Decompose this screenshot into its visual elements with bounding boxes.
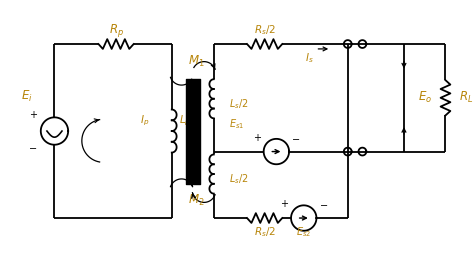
Text: $-$: $-$ (319, 199, 328, 209)
Text: +: + (253, 133, 261, 143)
Text: $I_p$: $I_p$ (140, 114, 149, 129)
Text: $E_{s1}$: $E_{s1}$ (229, 117, 245, 131)
Text: $R_L$: $R_L$ (459, 90, 474, 105)
Text: $-$: $-$ (28, 142, 37, 152)
Text: $M_2$: $M_2$ (188, 193, 204, 208)
Text: +: + (29, 111, 37, 120)
Text: $M_1$: $M_1$ (188, 54, 204, 69)
Text: $L_s/2$: $L_s/2$ (229, 172, 249, 186)
Text: $L_s/2$: $L_s/2$ (229, 97, 249, 111)
Text: $R_s/2$: $R_s/2$ (254, 23, 275, 37)
Text: $-$: $-$ (292, 133, 301, 143)
Text: $E_o$: $E_o$ (418, 90, 432, 105)
Text: $E_{s2}$: $E_{s2}$ (296, 225, 311, 238)
Text: $R_s/2$: $R_s/2$ (254, 225, 275, 238)
Text: $L_p$: $L_p$ (180, 114, 191, 129)
Text: +: + (280, 199, 288, 209)
Text: $E_i$: $E_i$ (21, 89, 33, 104)
Text: $R_p$: $R_p$ (109, 22, 124, 39)
Text: $I_s$: $I_s$ (305, 51, 314, 65)
